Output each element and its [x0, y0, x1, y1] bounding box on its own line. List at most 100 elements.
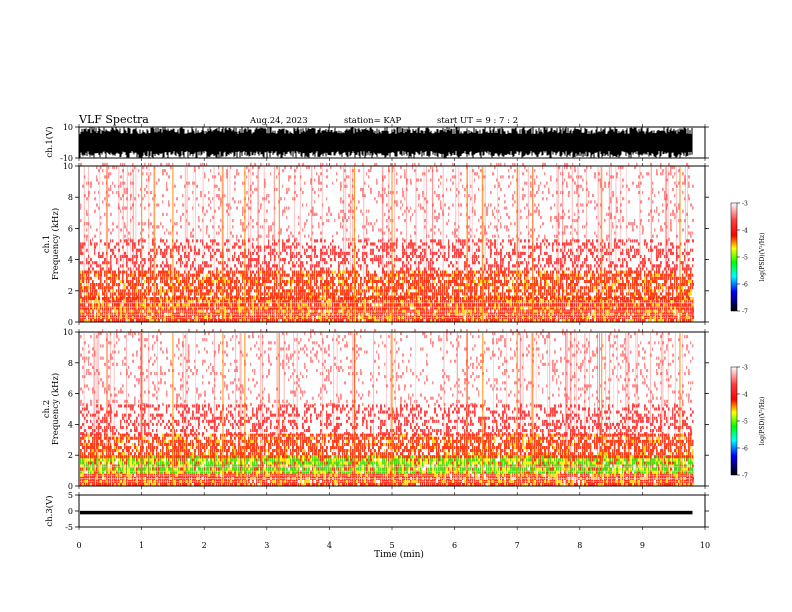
- spectrogram-cell: [332, 286, 334, 290]
- spectrogram-cell: [250, 279, 252, 283]
- spectrogram-cell: [204, 286, 206, 290]
- spectrogram-cell: [608, 292, 610, 296]
- spectrogram-cell: [410, 318, 412, 322]
- spectrogram-cell: [266, 273, 268, 277]
- spectrogram-cell: [632, 283, 634, 287]
- spectrogram-cell: [452, 279, 454, 283]
- spectrogram-cell: [92, 279, 94, 283]
- spectrogram-cell: [404, 318, 406, 322]
- spectrogram-cell: [110, 279, 112, 283]
- spectrogram-cell: [276, 318, 279, 322]
- spectrogram-cell: [92, 303, 94, 307]
- spectrogram-cell: [682, 306, 685, 310]
- spectrogram-cell: [530, 286, 532, 290]
- spectrogram-cell: [82, 273, 84, 277]
- spectrogram-cell: [614, 295, 616, 299]
- spectrogram-cell: [428, 279, 431, 283]
- spectrogram-cell: [420, 279, 422, 283]
- spectrogram-cell: [564, 295, 567, 299]
- spectrogram-cell: [514, 270, 517, 274]
- spectrogram-cell: [300, 300, 302, 304]
- spectrogram-cell: [230, 276, 232, 280]
- spectrogram-cell: [608, 300, 610, 304]
- spectrogram-cell: [346, 289, 349, 293]
- spectrogram-cell: [224, 295, 226, 299]
- spectrogram-cell: [370, 276, 372, 280]
- spectrogram-cell: [256, 276, 258, 280]
- spectrogram-cell: [642, 300, 644, 304]
- spectrogram-cell: [240, 283, 242, 287]
- spectrogram-cell: [240, 295, 242, 299]
- spectrogram-cell: [654, 300, 656, 304]
- spectrogram-cell: [246, 306, 248, 310]
- spectrogram-cell: [208, 292, 210, 296]
- spectrogram-cell: [448, 292, 450, 296]
- spectrogram-cell: [280, 292, 283, 296]
- spectrogram-cell: [510, 276, 512, 280]
- spectrogram-cell: [330, 283, 332, 287]
- spectrogram-cell: [550, 270, 552, 274]
- spectrogram-cell: [554, 300, 556, 304]
- spectrogram-cell: [134, 270, 136, 274]
- spectrogram-cell: [614, 303, 616, 307]
- spectrogram-cell: [286, 306, 288, 310]
- spectrogram-cell: [192, 289, 194, 293]
- spectrogram-cell: [324, 286, 326, 290]
- spectrogram-cell: [624, 318, 626, 322]
- spectrogram-cell: [406, 289, 408, 293]
- spectrogram-cell: [458, 283, 460, 287]
- spectrogram-cell: [296, 276, 298, 280]
- spectrogram-cell: [302, 295, 304, 299]
- spectrogram-cell: [154, 292, 156, 296]
- spectrogram-cell: [676, 279, 678, 283]
- spectrogram-cell: [460, 297, 462, 301]
- spectrogram-cell: [426, 295, 428, 299]
- spectrogram-cell: [224, 306, 226, 310]
- spectrogram-cell: [146, 286, 148, 290]
- spectrogram-cell: [672, 276, 674, 280]
- spectrogram-cell: [188, 283, 191, 287]
- spectrogram-cell: [310, 279, 312, 283]
- spectrogram-cell: [122, 295, 124, 299]
- spectrogram-cell: [326, 286, 328, 290]
- spectrogram-cell: [88, 303, 90, 307]
- spectrogram-cell: [454, 300, 457, 304]
- spectrogram-cell: [332, 295, 335, 299]
- spectrogram-cell: [290, 286, 293, 290]
- spectrogram-cell: [160, 292, 163, 296]
- spectrogram-cell: [344, 306, 346, 310]
- spectrogram-cell: [660, 286, 662, 290]
- spectrogram-cell: [440, 289, 442, 293]
- spectrogram-cell: [474, 303, 476, 307]
- spectrogram-cell: [406, 306, 409, 310]
- spectrogram-cell: [162, 273, 164, 277]
- spectrogram-cell: [496, 292, 498, 296]
- spectrogram-cell: [500, 303, 502, 307]
- spectrogram-cell: [530, 300, 533, 304]
- spectrogram-cell: [344, 292, 346, 296]
- spectrogram-cell: [154, 306, 156, 310]
- spectrogram-cell: [386, 300, 388, 304]
- spectrogram-cell: [604, 318, 606, 322]
- spectrogram-cell: [450, 283, 452, 287]
- spectrogram-cell: [342, 276, 345, 280]
- spectrogram-cell: [632, 300, 635, 304]
- spectrogram-cell: [274, 276, 276, 280]
- spectrogram-cell: [534, 279, 536, 283]
- spectrogram-cell: [302, 273, 305, 277]
- spectrogram-cell: [456, 303, 458, 307]
- spectrogram-cell: [518, 286, 520, 290]
- spectrogram-cell: [444, 283, 446, 287]
- spectrogram-cell: [666, 295, 668, 299]
- spectrogram-cell: [140, 289, 142, 293]
- spectrogram-cell: [372, 300, 375, 304]
- spectrogram-cell: [610, 295, 613, 299]
- spectrogram-cell: [380, 300, 382, 304]
- spectrogram-cell: [298, 306, 300, 310]
- spectrogram-cell: [528, 303, 530, 307]
- spectrogram-cell: [614, 273, 616, 277]
- spectrogram-cell: [194, 273, 196, 277]
- spectrogram-cell: [194, 318, 196, 322]
- spectrogram-cell: [94, 273, 96, 277]
- spectrogram-cell: [398, 276, 400, 280]
